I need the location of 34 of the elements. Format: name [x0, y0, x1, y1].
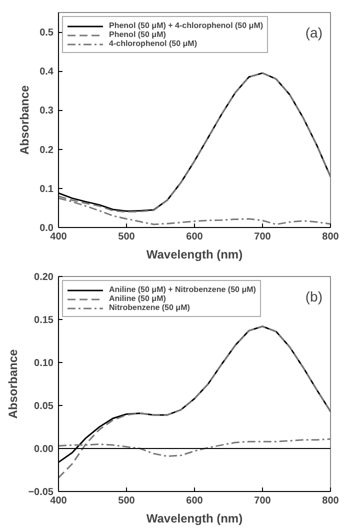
y-axis-title: Absorbance — [18, 85, 32, 155]
x-tick-label: 800 — [322, 496, 340, 506]
y-tick-label: 0.1 — [40, 184, 54, 195]
y-tick-label: 0.00 — [34, 444, 54, 455]
x-tick-label: 500 — [118, 232, 136, 242]
x-axis-title: Wavelength (nm) — [146, 512, 243, 526]
annotation: (a) — [305, 24, 323, 40]
y-tick-label: 0.5 — [40, 28, 54, 39]
x-tick-label: 700 — [254, 232, 272, 242]
y-tick-label: 0.0 — [40, 223, 54, 234]
y-tick-label: 0.20 — [34, 272, 54, 283]
x-tick-label: 700 — [254, 496, 272, 506]
legend-label: Aniline (50 μM) + Nitrobenzene (50 μM) — [109, 285, 256, 294]
x-axis-title: Wavelength (nm) — [146, 248, 243, 262]
x-tick-label: 400 — [50, 496, 68, 506]
y-tick-label: 0.2 — [40, 144, 54, 156]
x-tick-label: 400 — [50, 232, 68, 242]
legend-label: 4-chlorophenol (50 μM) — [109, 39, 198, 48]
y-tick-label: −0.05 — [28, 487, 54, 498]
legend-label: Phenol (50 μM) — [109, 30, 166, 39]
x-tick-label: 600 — [186, 232, 204, 242]
y-tick-label: 0.4 — [40, 66, 54, 78]
x-tick-label: 600 — [186, 496, 204, 506]
y-tick-label: 0.10 — [34, 358, 54, 369]
legend-label: Aniline (50 μM) — [109, 294, 166, 303]
x-tick-label: 800 — [322, 232, 340, 242]
y-tick-label: 0.15 — [34, 315, 54, 326]
legend-label: Nitrobenzene (50 μM) — [109, 303, 190, 312]
annotation: (b) — [305, 288, 323, 304]
y-tick-label: 0.3 — [40, 106, 54, 117]
legend-label: Phenol (50 μM) + 4-chlorophenol (50 μM) — [109, 21, 264, 30]
y-axis-title: Absorbance — [6, 349, 20, 419]
y-tick-label: 0.05 — [34, 401, 54, 412]
x-tick-label: 500 — [118, 496, 136, 506]
